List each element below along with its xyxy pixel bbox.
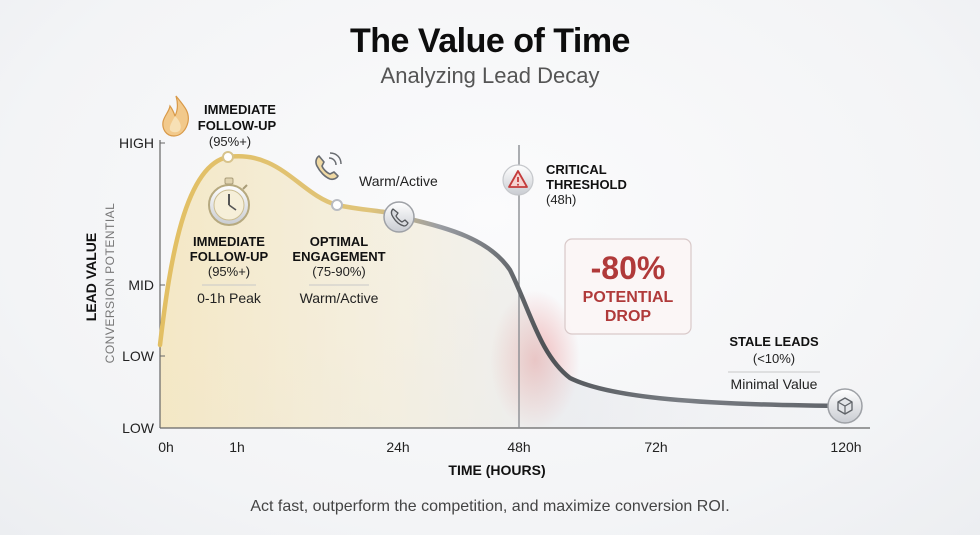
x-tick-48h: 48h xyxy=(507,439,530,455)
critical-line1: CRITICAL xyxy=(546,162,607,177)
peak-top-line2: FOLLOW-UP xyxy=(198,118,277,133)
stale-line2: (<10%) xyxy=(753,351,795,366)
peak-mid-line3: (95%+) xyxy=(208,264,250,279)
y-tick-low: LOW xyxy=(122,348,155,364)
stale-tag: Minimal Value xyxy=(731,376,818,392)
optimal-line3: (75-90%) xyxy=(312,264,365,279)
y-tick-high: HIGH xyxy=(119,135,154,151)
x-axis-title: TIME (HOURS) xyxy=(448,462,545,478)
warm-top-label: Warm/Active xyxy=(359,173,438,189)
phone-ringing-icon xyxy=(315,152,342,181)
peak-marker xyxy=(222,151,234,163)
optimal-line1: OPTIMAL xyxy=(310,234,369,249)
drop-value: -80% xyxy=(591,250,666,286)
y-axis-subtitle: CONVERSION POTENTIAL xyxy=(103,203,117,364)
x-tick-1h: 1h xyxy=(229,439,245,455)
drop-line2: DROP xyxy=(605,308,652,325)
flame-icon xyxy=(162,95,189,137)
peak-mid-tag: 0-1h Peak xyxy=(197,290,262,306)
peak-mid-line1: IMMEDIATE xyxy=(193,234,265,249)
x-tick-72h: 72h xyxy=(644,439,667,455)
stale-line1: STALE LEADS xyxy=(729,334,819,349)
critical-line2: THRESHOLD xyxy=(546,177,627,192)
optimal-tag: Warm/Active xyxy=(300,290,379,306)
y-axis-title: LEAD VALUE xyxy=(83,233,99,321)
y-tick-low-bottom: LOW xyxy=(122,420,155,436)
curve-area xyxy=(160,156,850,428)
chart-title: The Value of Time xyxy=(350,22,630,60)
optimal-line2: ENGAGEMENT xyxy=(292,249,385,264)
stopwatch-icon xyxy=(208,177,250,226)
y-tick-mid: MID xyxy=(128,277,154,293)
x-tick-120h: 120h xyxy=(830,439,861,455)
drop-callout: -80% POTENTIAL DROP xyxy=(564,238,692,335)
lead-value-curve xyxy=(157,154,853,409)
peak-top-line1: IMMEDIATE xyxy=(204,102,276,117)
peak-mid-line2: FOLLOW-UP xyxy=(190,249,269,264)
footer-caption: Act fast, outperform the competition, an… xyxy=(250,498,730,515)
peak-top-line3: (95%+) xyxy=(209,134,251,149)
cube-icon xyxy=(827,388,863,424)
chart-subtitle: Analyzing Lead Decay xyxy=(380,63,600,88)
x-tick-0h: 0h xyxy=(158,439,174,455)
drop-line1: POTENTIAL xyxy=(583,289,674,306)
critical-line3: (48h) xyxy=(546,192,576,207)
warning-icon xyxy=(502,164,534,196)
phone-bubble-icon xyxy=(383,201,415,233)
x-tick-24h: 24h xyxy=(386,439,409,455)
optimal-marker xyxy=(331,199,343,211)
